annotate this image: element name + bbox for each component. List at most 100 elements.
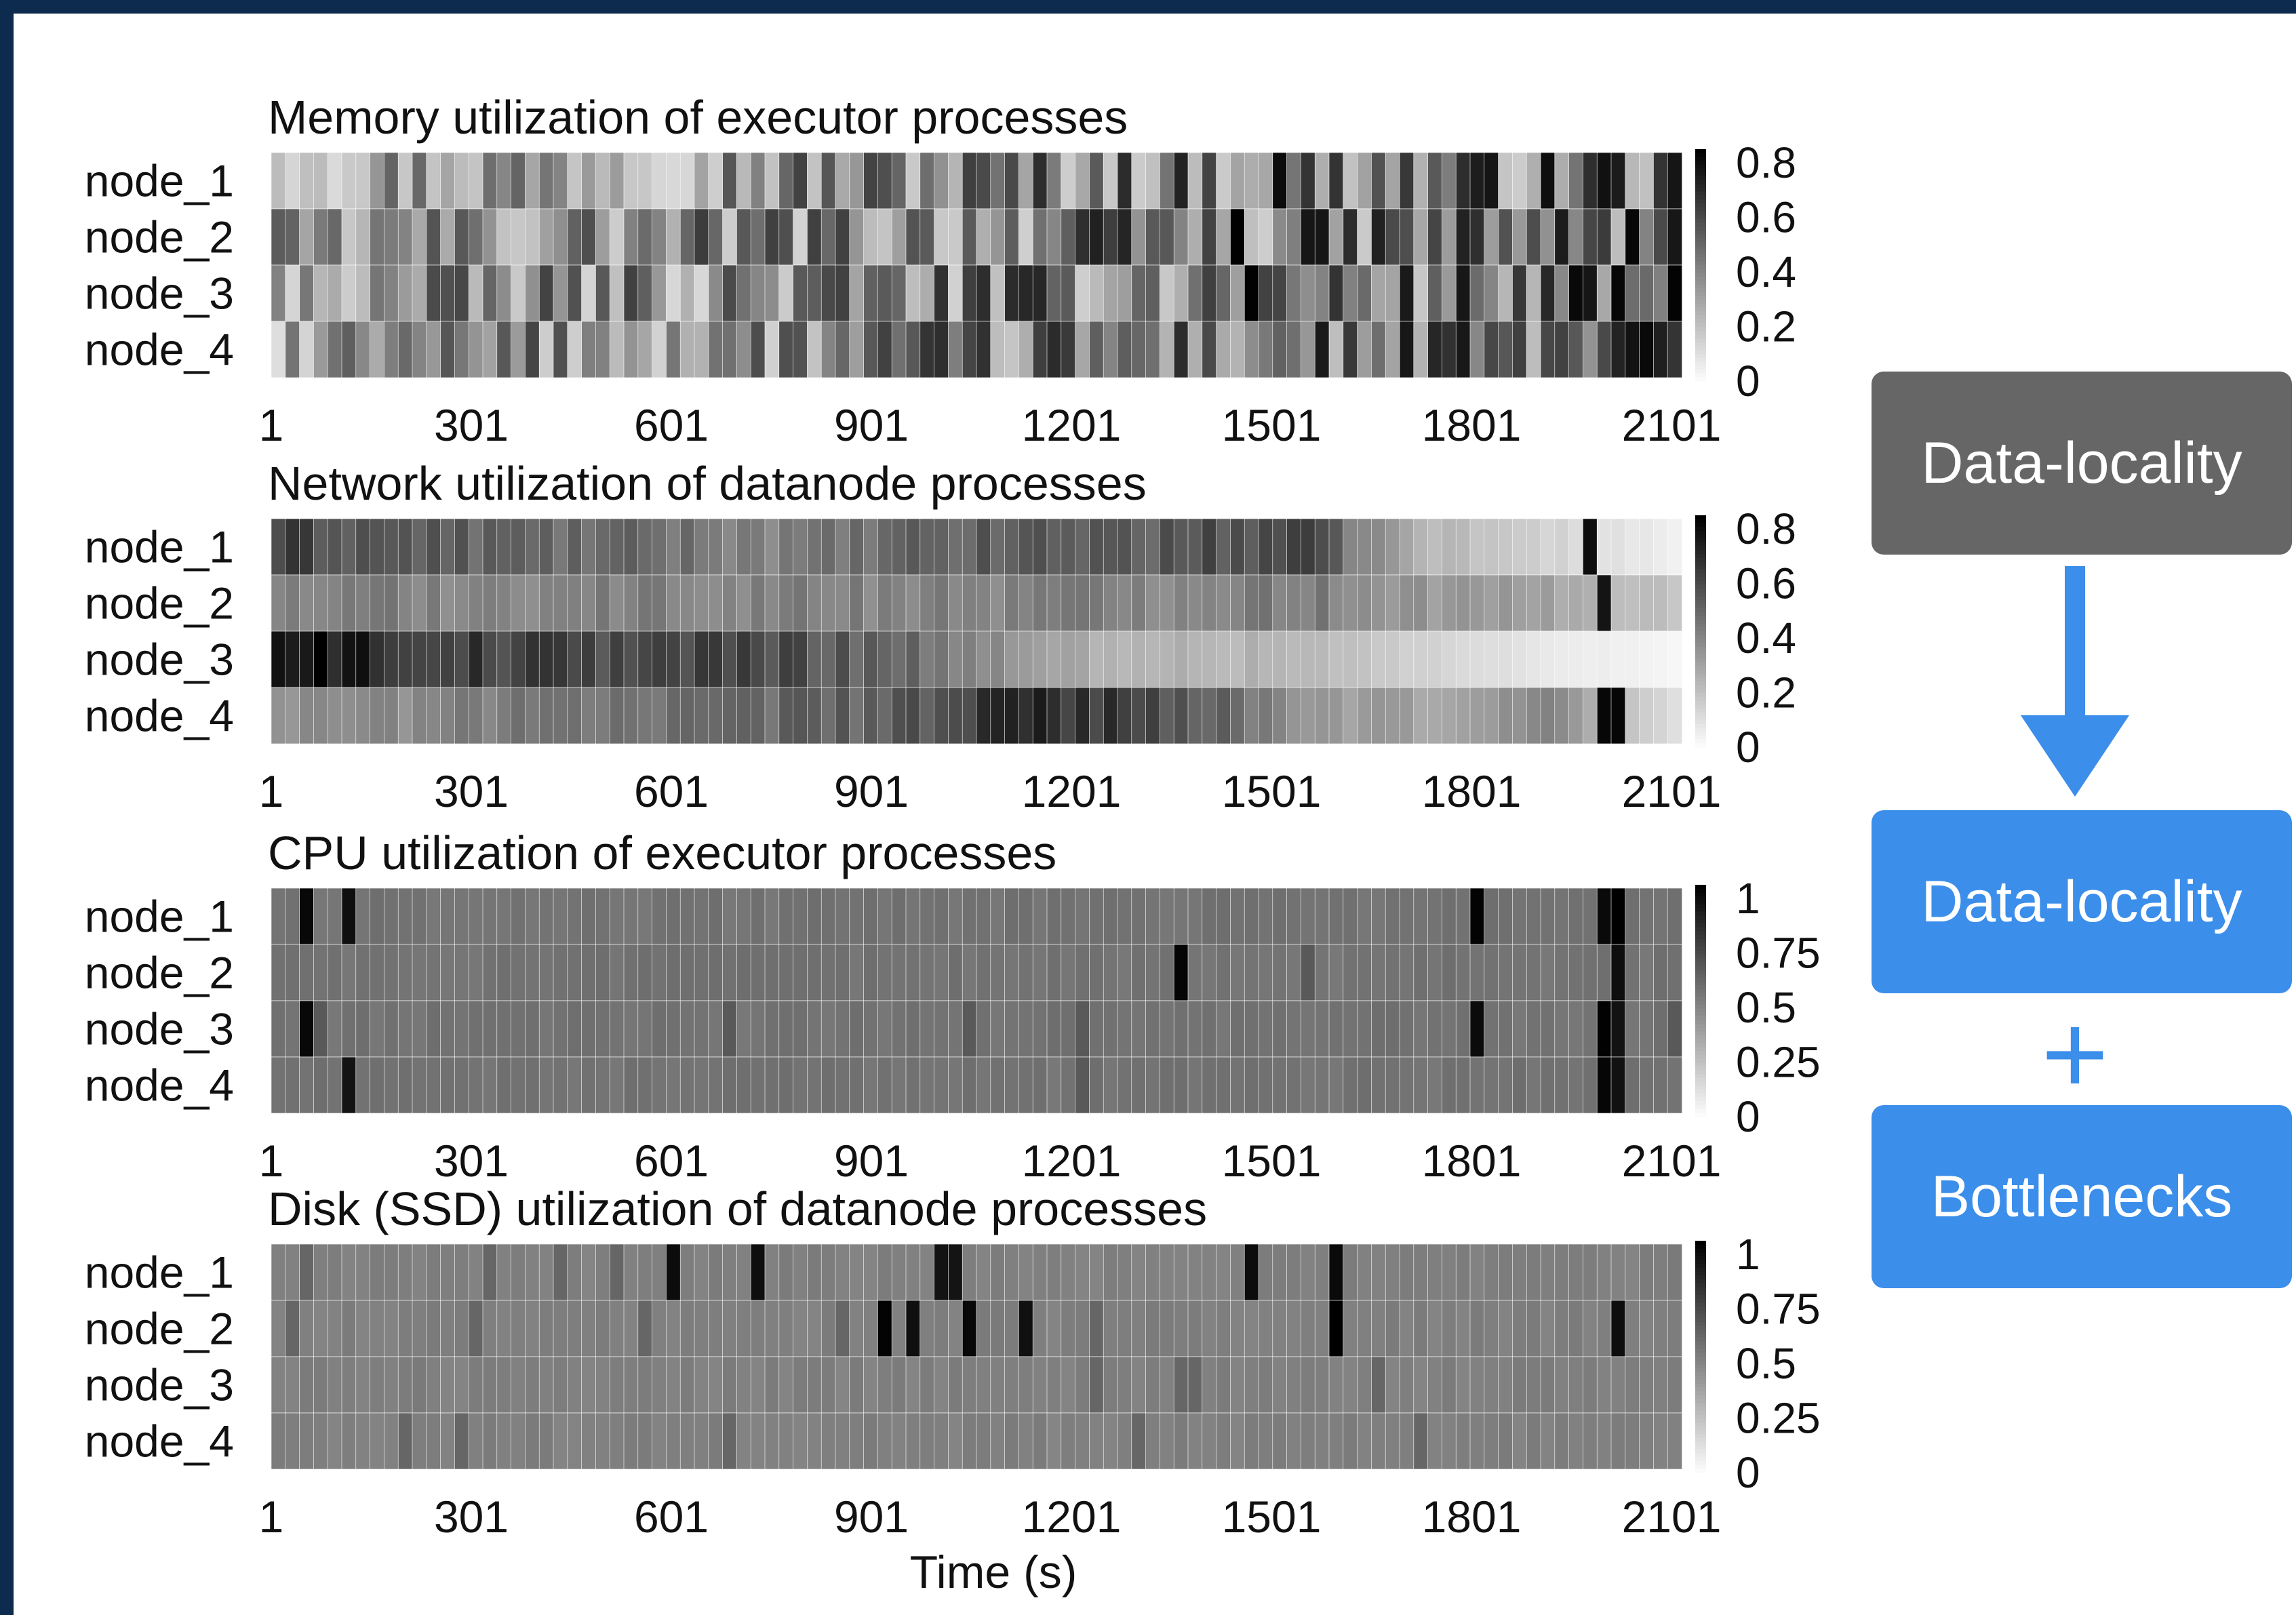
heatmap-cell xyxy=(849,152,865,210)
heatmap-cell xyxy=(581,1412,597,1470)
heatmap-cell xyxy=(482,1412,498,1470)
heatmap-cell xyxy=(1442,1300,1457,1357)
heatmap-cell xyxy=(327,1412,342,1470)
colorbar-segment xyxy=(1695,203,1706,208)
heatmap-cell xyxy=(666,264,681,322)
heatmap-cell xyxy=(1131,1000,1147,1058)
heatmap-cell xyxy=(736,888,752,945)
heatmap-cell xyxy=(1230,1412,1246,1470)
heatmap-cell xyxy=(623,1412,639,1470)
heatmap-cell xyxy=(1427,321,1443,378)
heatmap-cell xyxy=(384,888,399,945)
heatmap-cell xyxy=(666,1300,681,1357)
heatmap-cell xyxy=(1625,944,1640,1001)
heatmap-cell xyxy=(1230,518,1246,576)
heatmap-cell xyxy=(1131,321,1147,378)
heatmap-cell xyxy=(1075,888,1090,945)
heatmap-cell xyxy=(637,208,653,266)
heatmap-cell xyxy=(976,208,991,266)
heatmap-cell xyxy=(1145,1000,1161,1058)
colorbar-segment xyxy=(1695,589,1706,593)
x-tick-label: 1801 xyxy=(1422,1492,1522,1542)
colorbar-segment xyxy=(1695,627,1706,632)
heatmap-cell xyxy=(962,1356,977,1414)
heatmap-cell xyxy=(820,574,836,632)
heatmap-cell xyxy=(595,152,611,210)
heatmap-cell xyxy=(1187,1356,1203,1414)
heatmap-cell xyxy=(609,1412,625,1470)
heatmap-cell xyxy=(595,574,611,632)
heatmap-cell xyxy=(271,1056,286,1114)
heatmap-cell xyxy=(1399,888,1414,945)
heatmap-cell xyxy=(1540,1300,1556,1357)
heatmap-cell xyxy=(962,321,977,378)
heatmap-cell xyxy=(1286,208,1302,266)
heatmap-cell xyxy=(1004,1056,1020,1114)
heatmap-cell xyxy=(934,1056,949,1114)
heatmap-cell xyxy=(1413,1412,1429,1470)
heatmap-cell xyxy=(1286,1412,1302,1470)
heatmap-cell xyxy=(440,1000,456,1058)
heatmap-cell xyxy=(1667,1056,1682,1114)
heatmap-cell xyxy=(1089,574,1105,632)
heatmap-cell xyxy=(426,152,441,210)
heatmap-cell xyxy=(962,1000,977,1058)
x-tick-label: 301 xyxy=(434,766,509,816)
heatmap-cell xyxy=(652,1000,667,1058)
heatmap-cell xyxy=(820,208,836,266)
heatmap-cell xyxy=(1117,1412,1132,1470)
heatmap-cell xyxy=(1032,208,1048,266)
heatmap-cell xyxy=(764,518,780,576)
colorbar-segment xyxy=(1695,176,1706,181)
heatmap-cell xyxy=(1484,888,1499,945)
heatmap-cell xyxy=(652,1412,667,1470)
colorbar-segment xyxy=(1695,250,1706,254)
heatmap-cell xyxy=(1357,321,1372,378)
heatmap-cell xyxy=(1484,518,1499,576)
chart-title: Memory utilization of executor processes xyxy=(268,91,1128,144)
heatmap-cell xyxy=(1160,208,1175,266)
heatmap-cell xyxy=(666,1412,681,1470)
heatmap-cell xyxy=(595,208,611,266)
heatmap-cell xyxy=(397,574,413,632)
heatmap-cell xyxy=(1216,574,1231,632)
colorbar-segment xyxy=(1695,1291,1706,1296)
colorbar-segment xyxy=(1695,304,1706,308)
heatmap-cell xyxy=(1413,888,1429,945)
colorbar-segment xyxy=(1695,673,1706,678)
heatmap-cell xyxy=(905,152,921,210)
heatmap-cell xyxy=(1230,152,1246,210)
heatmap-cell xyxy=(637,1300,653,1357)
heatmap-cell xyxy=(708,574,724,632)
colorbar-segment xyxy=(1695,261,1706,266)
heatmap-cell xyxy=(1371,152,1387,210)
heatmap-cell xyxy=(948,152,964,210)
heatmap-cell xyxy=(990,888,1006,945)
heatmap-cell xyxy=(341,264,357,322)
heatmap-cell xyxy=(1046,888,1062,945)
heatmap-cell xyxy=(1653,264,1669,322)
heatmap-cell xyxy=(1244,888,1259,945)
heatmap-cell xyxy=(1131,944,1147,1001)
heatmap-cell xyxy=(1512,574,1528,632)
heatmap-cell xyxy=(538,687,554,744)
heatmap-cell xyxy=(764,1300,780,1357)
heatmap-cell xyxy=(962,1412,977,1470)
heatmap-cell xyxy=(1061,152,1076,210)
heatmap-cell xyxy=(708,208,724,266)
row-label: node_2 xyxy=(85,212,234,262)
heatmap-cell xyxy=(764,1000,780,1058)
heatmap-cell xyxy=(581,944,597,1001)
colorbar-segment xyxy=(1695,1294,1706,1300)
heatmap-cell xyxy=(1583,687,1598,744)
heatmap-cell xyxy=(722,944,738,1001)
heatmap-cell xyxy=(652,264,667,322)
heatmap-cell xyxy=(412,152,427,210)
heatmap-cell xyxy=(708,687,724,744)
heatmap-cell xyxy=(581,1243,597,1301)
heatmap-cell xyxy=(1484,152,1499,210)
heatmap-cell xyxy=(384,321,399,378)
heatmap-cell xyxy=(1258,321,1273,378)
colorbar-segment xyxy=(1695,619,1706,624)
heatmap-cell xyxy=(1568,1000,1584,1058)
